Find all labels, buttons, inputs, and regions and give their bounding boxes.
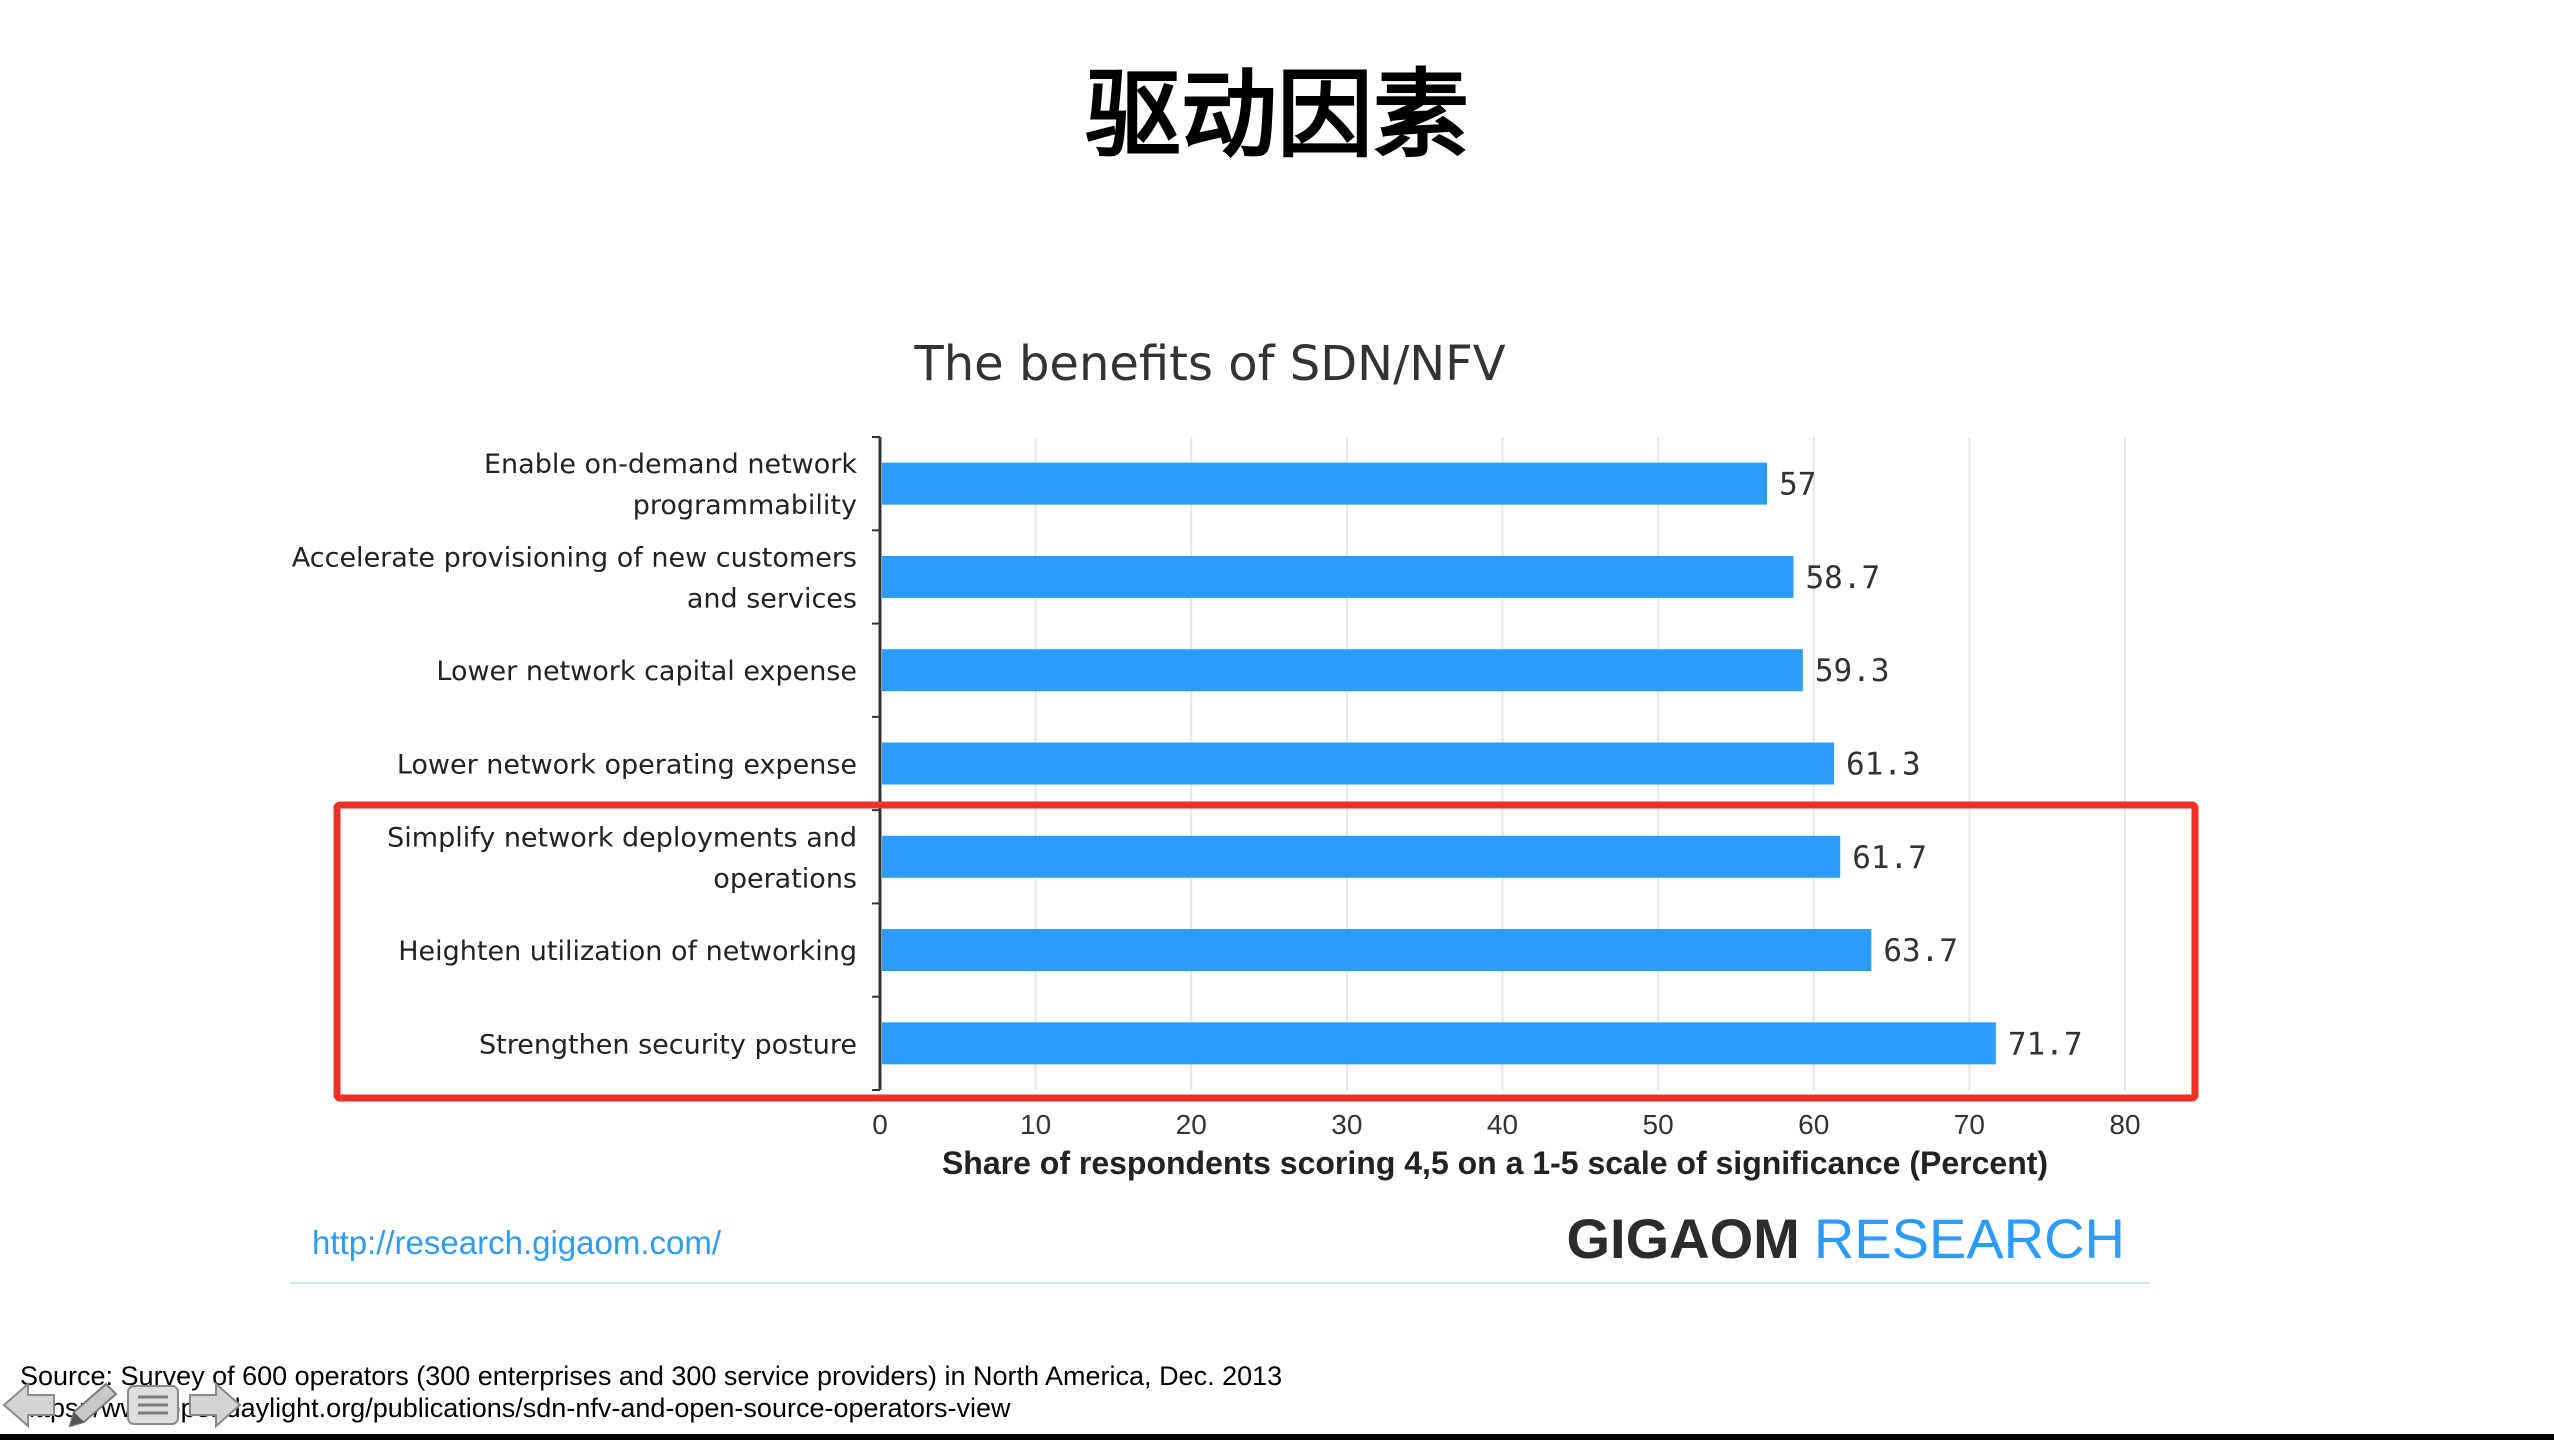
bar xyxy=(882,555,1794,598)
source-url: https://www.opendaylight.org/publication… xyxy=(20,1393,1011,1423)
category-label: Enable on-demand network xyxy=(484,449,857,480)
chart-labels: 0 10 20 30 40 50 60 70 80 57 Enable on-demand netw… xyxy=(292,449,2141,1140)
data-label: 71.7 xyxy=(2008,1026,2083,1062)
chart-title: The benefits of SDN/NFV xyxy=(913,336,1505,392)
x-tick-label: 20 xyxy=(1176,1109,1207,1140)
data-label: 63.7 xyxy=(1883,933,1958,969)
x-tick-label: 70 xyxy=(1954,1109,1985,1140)
brand-light: RESEARCH xyxy=(1814,1207,2125,1270)
data-label: 61.7 xyxy=(1852,840,1927,876)
category-label: and services xyxy=(687,583,857,614)
x-tick-label: 50 xyxy=(1643,1109,1674,1140)
pencil-icon[interactable] xyxy=(62,1380,120,1430)
highlight-box xyxy=(333,801,2199,1102)
bar xyxy=(882,835,1841,878)
arrow-right-icon[interactable] xyxy=(186,1380,244,1430)
data-label: 58.7 xyxy=(1806,560,1881,596)
x-tick-label: 30 xyxy=(1331,1109,1362,1140)
x-tick-label: 40 xyxy=(1487,1109,1518,1140)
source-link[interactable]: http://research.gigaom.com/ xyxy=(312,1224,722,1261)
data-label: 61.3 xyxy=(1846,747,1921,783)
category-label: Simplify network deployments and xyxy=(387,822,857,853)
slide-title: 驱动因素 xyxy=(1085,59,1469,171)
source-note: Source: Survey of 600 operators (300 ent… xyxy=(20,1361,1283,1391)
chart-bars xyxy=(882,462,1996,1065)
category-label: Lower network operating expense xyxy=(397,750,857,781)
category-label: operations xyxy=(713,863,857,894)
category-label: Strengthen security posture xyxy=(479,1029,857,1060)
slide-nav-controls xyxy=(0,1380,250,1430)
category-label: Heighten utilization of networking xyxy=(398,936,857,967)
data-label: 59.3 xyxy=(1815,653,1890,689)
category-label: programmability xyxy=(633,490,857,521)
bar xyxy=(882,929,1872,972)
data-label: 57 xyxy=(1779,467,1816,503)
bar xyxy=(882,742,1834,785)
chart-axes xyxy=(872,436,882,1091)
x-axis-title: Share of respondents scoring 4,5 on a 1-… xyxy=(942,1145,2048,1181)
brand-bold: GIGAOM xyxy=(1567,1207,1800,1270)
gigaom-research-logo: GIGAOM RESEARCH xyxy=(1567,1207,2126,1270)
x-tick-label: 0 xyxy=(872,1109,888,1140)
arrow-left-icon[interactable] xyxy=(0,1380,58,1430)
bar xyxy=(882,462,1768,505)
x-tick-label: 60 xyxy=(1798,1109,1829,1140)
bar xyxy=(882,649,1803,692)
category-label: Lower network capital expense xyxy=(436,656,857,687)
bottom-bar xyxy=(0,1434,2554,1440)
category-label: Accelerate provisioning of new customers xyxy=(292,542,857,573)
x-tick-label: 80 xyxy=(2109,1109,2140,1140)
bar xyxy=(882,1022,1996,1065)
x-tick-label: 10 xyxy=(1020,1109,1051,1140)
menu-icon[interactable] xyxy=(124,1380,182,1430)
